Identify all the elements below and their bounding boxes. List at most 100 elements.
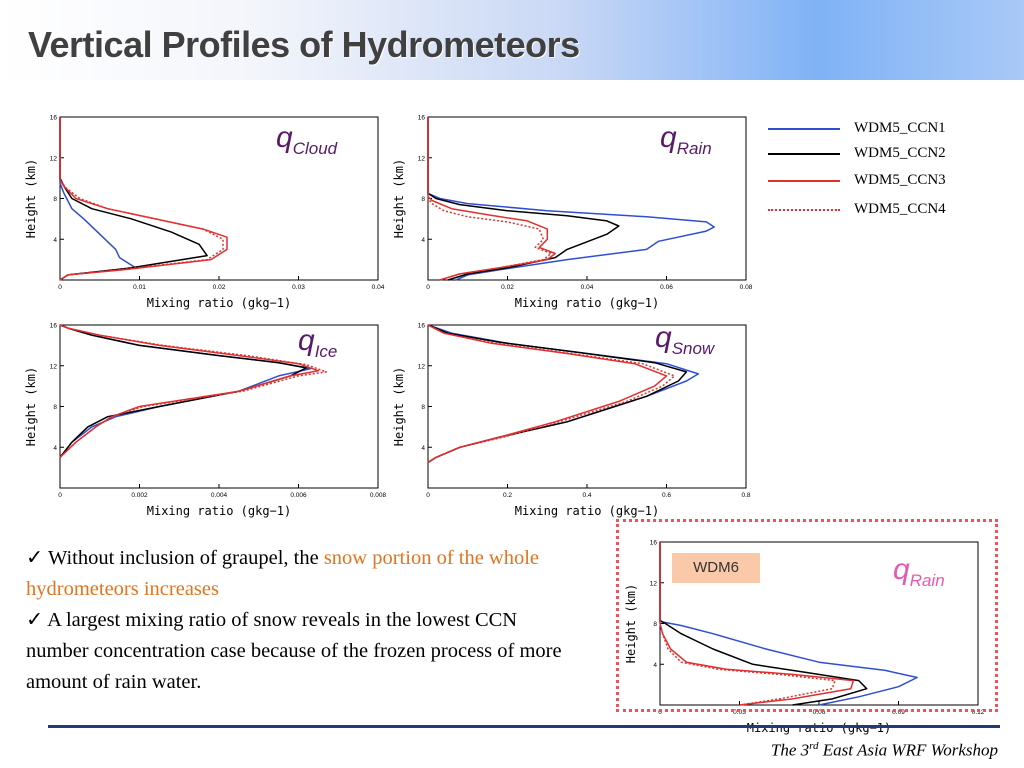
slide-title: Vertical Profiles of Hydrometeors [28, 24, 580, 65]
x-tick-label: 0.06 [813, 709, 826, 716]
series-line [427, 324, 676, 464]
x-tick-label: 0.03 [292, 284, 305, 291]
chart-variable-sub: Rain [910, 571, 945, 590]
chart-variable-sub: Rain [677, 139, 712, 158]
legend-label: WDM5_CCN2 [854, 145, 946, 161]
y-axis-label: Height (km) [392, 367, 406, 446]
y-tick-label: 4 [421, 445, 425, 452]
x-tick-label: 0.02 [213, 284, 226, 291]
series-line [59, 117, 224, 281]
legend-line [768, 153, 840, 155]
series-line [659, 542, 868, 706]
y-tick-label: 12 [50, 155, 58, 162]
chart-variable-main: q [655, 321, 672, 354]
x-tick-label: 0.03 [733, 709, 746, 716]
y-tick-label: 16 [50, 323, 58, 330]
series-line [427, 117, 620, 281]
bullet-text: A largest mixing ratio of snow reveals i… [26, 609, 562, 693]
footer-divider [48, 725, 1000, 728]
series-line [659, 542, 836, 706]
bullet-list: ✓ Without inclusion of graupel, the snow… [26, 543, 566, 698]
x-tick-label: 0 [426, 284, 430, 291]
y-tick-label: 16 [650, 540, 658, 547]
x-tick-label: 0.08 [740, 284, 753, 291]
x-axis-label: Mixing ratio (gkg−1) [147, 296, 292, 310]
footer-suffix: East Asia WRF Workshop [818, 740, 998, 760]
y-tick-label: 12 [418, 363, 426, 370]
legend-line [768, 180, 840, 182]
x-tick-label: 0.6 [662, 492, 671, 499]
series-line [427, 117, 715, 281]
chart-variable-label: qIce [298, 324, 337, 361]
bullet-highlight: snow portion of the whole hydrometeors i… [26, 547, 540, 600]
y-tick-label: 12 [650, 580, 658, 587]
legend-item: WDM5_CCN4 [768, 199, 1008, 221]
y-axis-label: Height (km) [24, 367, 38, 446]
y-tick-label: 16 [50, 115, 58, 122]
series-line [659, 542, 918, 706]
x-tick-label: 0.2 [503, 492, 512, 499]
legend-item: WDM5_CCN3 [768, 170, 1008, 192]
chart-variable-main: q [276, 121, 293, 154]
x-tick-label: 0 [58, 492, 62, 499]
chart-variable-main: q [298, 324, 315, 357]
chart-variable-sub: Ice [315, 342, 338, 361]
x-axis-label: Mixing ratio (gkg−1) [515, 296, 660, 310]
series-line [59, 324, 320, 458]
bullet-item: ✓ A largest mixing ratio of snow reveals… [26, 605, 566, 698]
series-line [59, 117, 228, 281]
x-tick-label: 0.004 [211, 492, 228, 499]
check-icon: ✓ [26, 547, 44, 569]
y-tick-label: 16 [418, 115, 426, 122]
legend-label: WDM5_CCN4 [854, 201, 946, 217]
legend-label: WDM5_CCN1 [854, 120, 946, 136]
chart-variable-main: q [893, 553, 910, 586]
y-tick-label: 8 [421, 196, 425, 203]
chart-variable-sub: Cloud [293, 139, 338, 158]
x-tick-label: 0 [426, 492, 430, 499]
chart-qcloud: 0 0.01 0.02 0.03 0.04 4 8 12 16 Mixing ratio (gkg… [24, 115, 385, 311]
x-tick-label: 0.02 [501, 284, 514, 291]
y-tick-label: 8 [421, 404, 425, 411]
chart-qice: 0 0.002 0.004 0.006 0.008 4 8 12 16 Mixing ratio … [24, 323, 387, 519]
x-axis-label: Mixing ratio (gkg−1) [147, 504, 292, 518]
y-axis-label: Height (km) [624, 584, 638, 663]
footer-sup: rd [809, 740, 819, 752]
y-tick-label: 4 [53, 237, 57, 244]
x-tick-label: 0.06 [660, 284, 673, 291]
y-tick-label: 16 [418, 323, 426, 330]
x-tick-label: 0.006 [290, 492, 307, 499]
chart-variable-label: qRain [893, 553, 945, 590]
series-line [59, 324, 308, 458]
series-line [59, 324, 328, 458]
footer-prefix: The 3 [770, 740, 810, 760]
wdm6-highlight-box [616, 519, 998, 712]
x-tick-label: 0.002 [131, 492, 148, 499]
x-tick-label: 0.04 [372, 284, 385, 291]
x-tick-label: 0 [58, 284, 62, 291]
legend-line [768, 128, 840, 130]
chart-qrain-wdm6: 0 0.03 0.06 0.09 0.12 4 8 12 16 Mixing ratio (gkg… [624, 540, 985, 736]
bullet-item: ✓ Without inclusion of graupel, the snow… [26, 543, 566, 605]
bullet-text: Without inclusion of graupel, the [43, 547, 324, 569]
series-line [427, 324, 688, 464]
chart-qrain: 0 0.02 0.04 0.06 0.08 4 8 12 16 Mixing ratio (gkg… [392, 115, 753, 311]
title-bar: Vertical Profiles of Hydrometeors [0, 0, 1024, 80]
chart-qsnow: 0 0.2 0.4 0.6 0.8 4 8 12 16 Mixing ratio (gkg−1) H… [392, 321, 751, 518]
x-axis-label: Mixing ratio (gkg−1) [747, 721, 892, 735]
legend-item: WDM5_CCN2 [768, 143, 1008, 165]
x-tick-label: 0.8 [741, 492, 750, 499]
chart-variable-label: qCloud [276, 121, 338, 158]
y-tick-label: 8 [53, 404, 57, 411]
x-tick-label: 0.01 [133, 284, 146, 291]
x-tick-label: 0.04 [581, 284, 594, 291]
legend-line [768, 209, 840, 211]
x-tick-label: 0.09 [892, 709, 905, 716]
x-tick-label: 0.008 [370, 492, 387, 499]
y-tick-label: 4 [421, 237, 425, 244]
x-tick-label: 0.4 [582, 492, 591, 499]
x-tick-label: 0 [658, 709, 662, 716]
series-line [427, 117, 556, 281]
y-axis-label: Height (km) [392, 159, 406, 238]
y-tick-label: 4 [653, 662, 657, 669]
